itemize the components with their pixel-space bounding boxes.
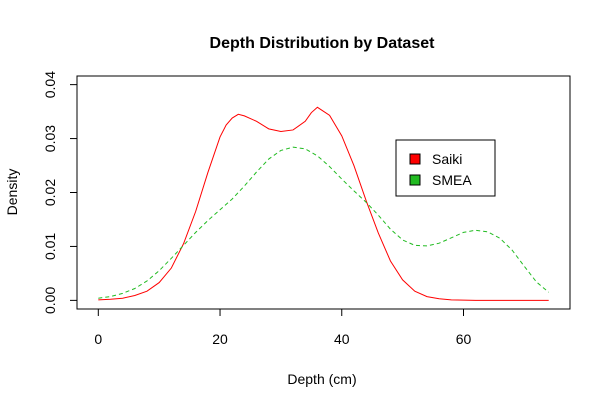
legend-swatch-saiki	[409, 153, 421, 165]
y-tick-label: 0.00	[42, 287, 58, 314]
y-axis: 0.00 0.01 0.02 0.03 0.04	[42, 71, 78, 314]
legend-box	[395, 139, 496, 197]
y-tick-label: 0.03	[42, 125, 58, 152]
x-axis-label: Depth (cm)	[287, 371, 356, 387]
legend-swatch-smea	[409, 174, 421, 186]
y-tick-label: 0.04	[42, 71, 58, 98]
x-tick-label: 40	[334, 331, 350, 347]
y-axis-label: Density	[4, 169, 20, 216]
series-line-saiki	[98, 106, 549, 301]
x-tick-label: 60	[456, 331, 472, 347]
legend: Saiki SMEA	[395, 139, 496, 197]
series-layer	[98, 106, 550, 301]
x-tick-label: 20	[212, 331, 228, 347]
y-tick-label: 0.02	[42, 179, 58, 206]
y-tick-label: 0.01	[42, 233, 58, 260]
chart-title: Depth Distribution by Dataset	[210, 35, 436, 52]
legend-label-smea: SMEA	[432, 172, 472, 188]
legend-label-saiki: Saiki	[432, 151, 462, 167]
x-axis: 0 20 40 60	[94, 308, 472, 347]
x-tick-label: 0	[94, 331, 102, 347]
